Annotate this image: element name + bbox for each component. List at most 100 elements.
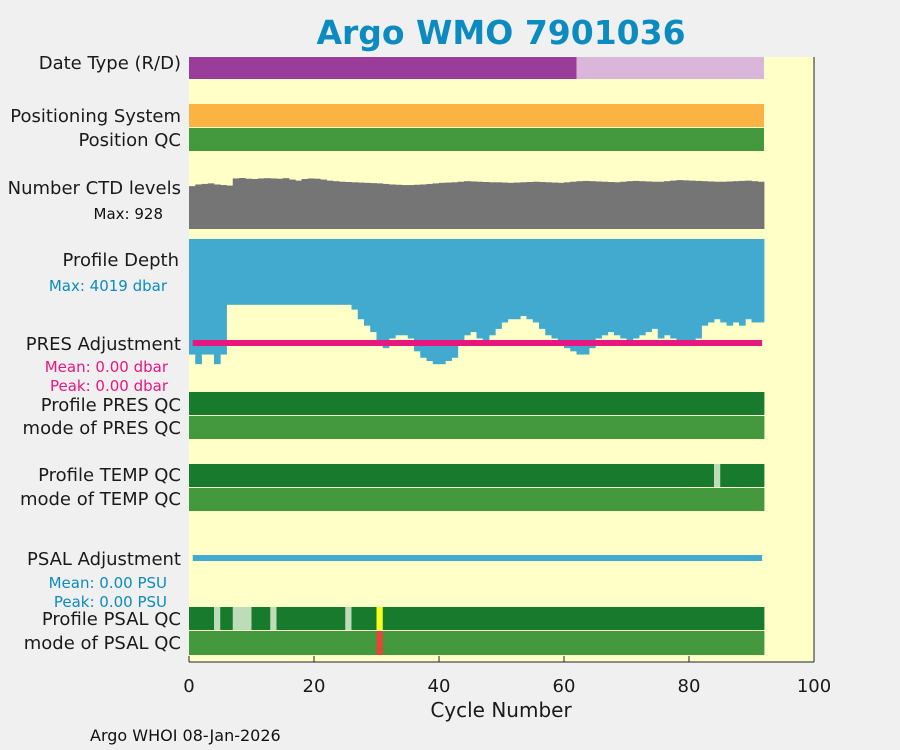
depth-bar: [557, 239, 565, 345]
depth-bar: [420, 239, 427, 358]
nctd-bar: [370, 183, 377, 229]
possys-bar: [189, 104, 764, 127]
profile-temp-qc-cell: [651, 464, 659, 487]
depth-bar: [351, 239, 359, 310]
mode-temp-qc-cell: [264, 488, 271, 511]
mode-temp-qc-cell: [382, 488, 390, 511]
mode-temp-qc-cell: [582, 488, 590, 511]
profile-psal-qc-cell: [757, 607, 765, 630]
profile-temp-qc-cell: [232, 464, 240, 487]
pres-mean-annotation: Mean: 0.00 dbar: [45, 358, 169, 376]
profile-pres-qc-cell: [707, 392, 715, 415]
nctd-bar: [670, 180, 677, 229]
profile-temp-qc-cell: [257, 464, 265, 487]
nctd-bar: [751, 181, 759, 229]
profile-psal-qc-cell: [570, 607, 577, 630]
plot-area: [189, 57, 814, 662]
nctd-bar: [620, 181, 627, 229]
profile-pres-qc-cell: [582, 392, 590, 415]
profile-psal-qc-cell: [351, 607, 359, 630]
mode-temp-qc-cell: [626, 488, 634, 511]
mode-psal-qc-cell: [707, 631, 715, 655]
mode-psal-qc-cell: [507, 631, 515, 655]
nctd-bar: [495, 182, 502, 229]
profile-pres-qc-cell: [689, 392, 696, 415]
mode-psal-qc-cell: [201, 631, 209, 655]
profile-psal-qc-cell: [539, 607, 546, 630]
mode-pres-qc-cell: [626, 416, 634, 439]
mode-pres-qc-cell: [657, 416, 665, 439]
mode-pres-qc-cell: [464, 416, 471, 439]
depth-bar: [676, 239, 684, 342]
profile-pres-qc-cell: [576, 392, 584, 415]
profile-temp-qc-cell: [564, 464, 571, 487]
nctd-bar: [420, 184, 427, 229]
profile-temp-qc-cell: [639, 464, 646, 487]
nctd-bar: [564, 182, 571, 229]
mode-temp-qc-cell: [651, 488, 659, 511]
mode-psal-qc-cell: [220, 631, 227, 655]
depth-bar: [639, 239, 646, 336]
mode-psal-qc-cell: [539, 631, 546, 655]
mode-temp-qc-cell: [745, 488, 752, 511]
nctd-bar: [251, 178, 259, 229]
profile-psal-qc-cell: [345, 607, 352, 630]
mode-psal-qc-cell: [239, 631, 246, 655]
mode-pres-qc-cell: [426, 416, 434, 439]
mode-psal-qc-cell: [526, 631, 534, 655]
mode-psal-qc-cell: [226, 631, 234, 655]
mode-psal-qc-cell: [645, 631, 652, 655]
mode-temp-qc-cell: [364, 488, 371, 511]
nctd-bar: [214, 184, 221, 229]
profile-psal-qc-cell: [720, 607, 727, 630]
depth-bar: [451, 239, 459, 358]
mode-temp-qc-cell: [614, 488, 621, 511]
mode-pres-qc-cell: [307, 416, 315, 439]
profile-temp-qc-cell: [689, 464, 696, 487]
nctd-bar: [539, 182, 546, 229]
profile-pres-qc-cell: [364, 392, 371, 415]
profile-pres-qc-cell: [651, 392, 659, 415]
mode-pres-qc-cell: [407, 416, 415, 439]
nctd-bar: [657, 181, 665, 229]
mode-pres-qc-cell: [414, 416, 421, 439]
mode-psal-qc-cell: [620, 631, 627, 655]
profile-pres-qc-cell: [239, 392, 246, 415]
profile-psal-qc-cell: [495, 607, 502, 630]
mode-temp-qc-cell: [257, 488, 265, 511]
profile-psal-qc-cell: [607, 607, 615, 630]
mode-temp-qc-cell: [370, 488, 377, 511]
mode-temp-qc-cell: [664, 488, 671, 511]
mode-pres-qc-cell: [282, 416, 290, 439]
mode-temp-qc-cell: [201, 488, 209, 511]
depth-bar: [407, 239, 415, 339]
profile-psal-qc-cell: [226, 607, 234, 630]
nctd-bar: [601, 181, 609, 229]
mode-pres-qc-cell: [195, 416, 202, 439]
nctd-bar: [739, 180, 746, 229]
mode-pres-qc-cell: [207, 416, 215, 439]
profile-psal-qc-cell: [695, 607, 702, 630]
depth-bar: [720, 239, 727, 323]
mode-pres-qc-cell: [564, 416, 571, 439]
mode-temp-qc-cell: [207, 488, 215, 511]
mode-psal-qc-cell: [207, 631, 215, 655]
nctd-bar: [595, 181, 602, 229]
mode-psal-qc-cell: [657, 631, 665, 655]
profile-pres-qc-cell: [251, 392, 259, 415]
profile-pres-qc-cell: [726, 392, 734, 415]
nctd-bar: [207, 183, 215, 229]
depth-bar: [226, 239, 234, 305]
nctd-bar: [589, 181, 596, 229]
profile-psal-qc-cell: [420, 607, 427, 630]
depth-bar: [464, 239, 471, 336]
profile-temp-qc-cell: [695, 464, 702, 487]
mode-pres-qc-cell: [339, 416, 346, 439]
profile-pres-qc-cell: [320, 392, 327, 415]
mode-pres-qc-cell: [620, 416, 627, 439]
profile-pres-qc-cell: [382, 392, 390, 415]
depth-bar: [689, 239, 696, 342]
depth-bar: [426, 239, 434, 361]
profile-psal-qc-cell: [401, 607, 409, 630]
